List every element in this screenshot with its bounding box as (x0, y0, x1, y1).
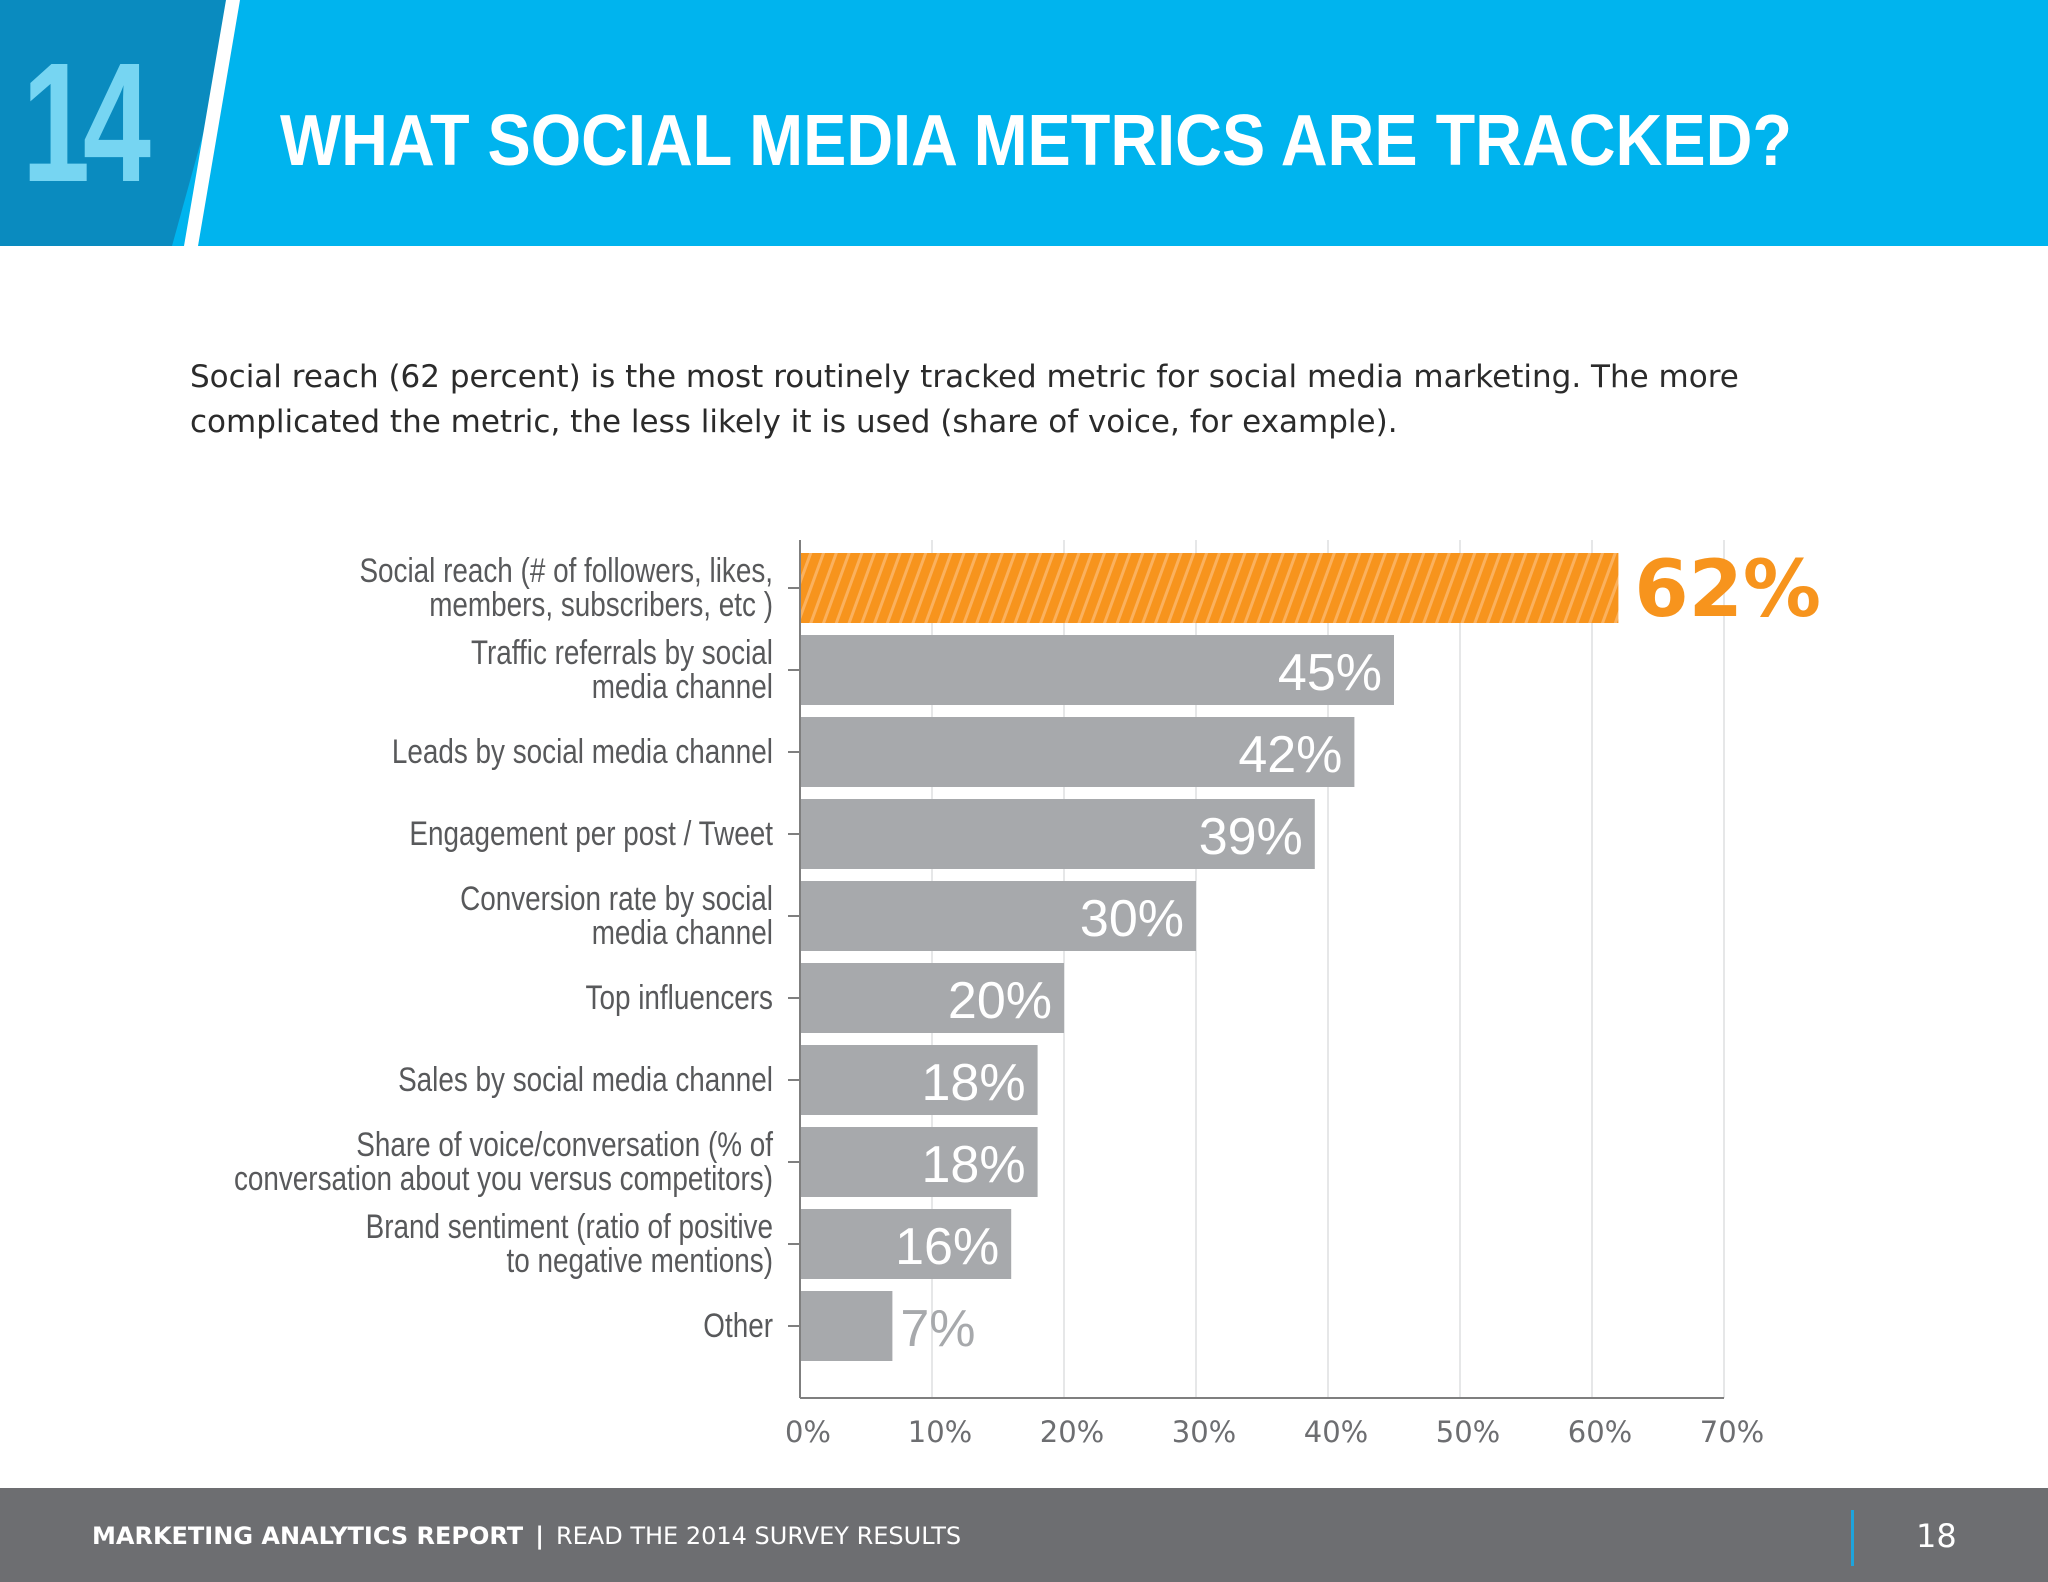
category-label-line: Conversion rate by social (460, 879, 773, 917)
category-label: Conversion rate by social media channel (460, 879, 773, 951)
category-label: Share of voice/conversation (% of convers… (234, 1125, 773, 1197)
category-label-line: Top influencers (586, 978, 773, 1016)
category-label-line: conversation about you versus competitor… (234, 1159, 773, 1197)
data-label: 45% (1278, 644, 1382, 702)
section-number: 14 (22, 28, 151, 218)
data-label: 7% (900, 1300, 975, 1358)
x-tick-label: 60% (1568, 1415, 1632, 1449)
bar (801, 963, 1064, 1033)
footer-page-number: 18 (1916, 1517, 1957, 1555)
category-label-line: Leads by social media channel (392, 732, 773, 770)
bar (801, 717, 1355, 787)
category-label-line: Social reach (# of followers, likes, (359, 551, 773, 589)
category-label: Leads by social media channel (392, 732, 773, 770)
x-tick-label: 20% (1040, 1415, 1104, 1449)
category-label: Other (703, 1306, 773, 1344)
footer: MARKETING ANALYTICS REPORT | READ THE 2014… (0, 1488, 2048, 1582)
category-label-line: Other (703, 1306, 773, 1344)
category-label-line: Brand sentiment (ratio of positive (366, 1207, 773, 1245)
bar (801, 799, 1315, 869)
data-label: 16% (895, 1218, 999, 1276)
category-label-line: members, subscribers, etc ) (429, 585, 773, 623)
bar (801, 1291, 893, 1361)
category-label: Traffic referrals by social media channel (471, 633, 773, 705)
bar (801, 635, 1394, 705)
page-title: WHAT SOCIAL MEDIA METRICS ARE TRACKED? (280, 101, 1792, 181)
data-label: 20% (948, 972, 1052, 1030)
data-label: 18% (922, 1054, 1026, 1112)
category-label: Engagement per post / Tweet (409, 814, 773, 852)
footer-divider (1851, 1510, 1854, 1566)
category-label-line: Share of voice/conversation (% of (356, 1125, 773, 1163)
bar (801, 553, 1619, 623)
data-label: 18% (922, 1136, 1026, 1194)
x-tick-label: 50% (1436, 1415, 1500, 1449)
category-label: Social reach (# of followers, likes, memb… (359, 551, 773, 623)
category-label: Brand sentiment (ratio of positive to neg… (366, 1207, 773, 1279)
category-label-line: media channel (592, 667, 773, 705)
bar (801, 1209, 1012, 1279)
header-number-block (0, 0, 240, 246)
footer-separator: | (535, 1522, 544, 1550)
category-label-line: Sales by social media channel (398, 1060, 773, 1098)
bar (801, 1045, 1038, 1115)
x-tick-label: 10% (908, 1415, 972, 1449)
data-label: 39% (1199, 808, 1303, 866)
x-tick-label: 40% (1304, 1415, 1368, 1449)
bar-chart: Social reach (# of followers, likes, memb… (234, 540, 1821, 1449)
x-tick-label: 0% (785, 1415, 831, 1449)
category-label-line: to negative mentions) (507, 1241, 773, 1279)
category-label: Sales by social media channel (398, 1060, 773, 1098)
x-tick-label: 70% (1700, 1415, 1764, 1449)
data-label: 42% (1238, 726, 1342, 784)
header-background (0, 0, 2048, 246)
header-slash (184, 0, 240, 246)
footer-title: MARKETING ANALYTICS REPORT | READ THE 2014… (92, 1516, 961, 1556)
category-label: Top influencers (586, 978, 773, 1016)
footer-report-name: MARKETING ANALYTICS REPORT (92, 1522, 524, 1550)
category-label-line: media channel (592, 913, 773, 951)
bar (801, 1127, 1038, 1197)
x-tick-label: 30% (1172, 1415, 1236, 1449)
header-banner: 14 WHAT SOCIAL MEDIA METRICS ARE TRACKED… (0, 0, 2048, 246)
category-label-line: Engagement per post / Tweet (409, 814, 773, 852)
footer-subtitle-link[interactable]: READ THE 2014 SURVEY RESULTS (555, 1522, 962, 1550)
bar (801, 881, 1196, 951)
data-label: 30% (1080, 890, 1184, 948)
data-label: 62% (1634, 545, 1821, 635)
category-label-line: Traffic referrals by social (471, 633, 773, 671)
intro-text: Social reach (62 percent) is the most ro… (190, 359, 1739, 440)
